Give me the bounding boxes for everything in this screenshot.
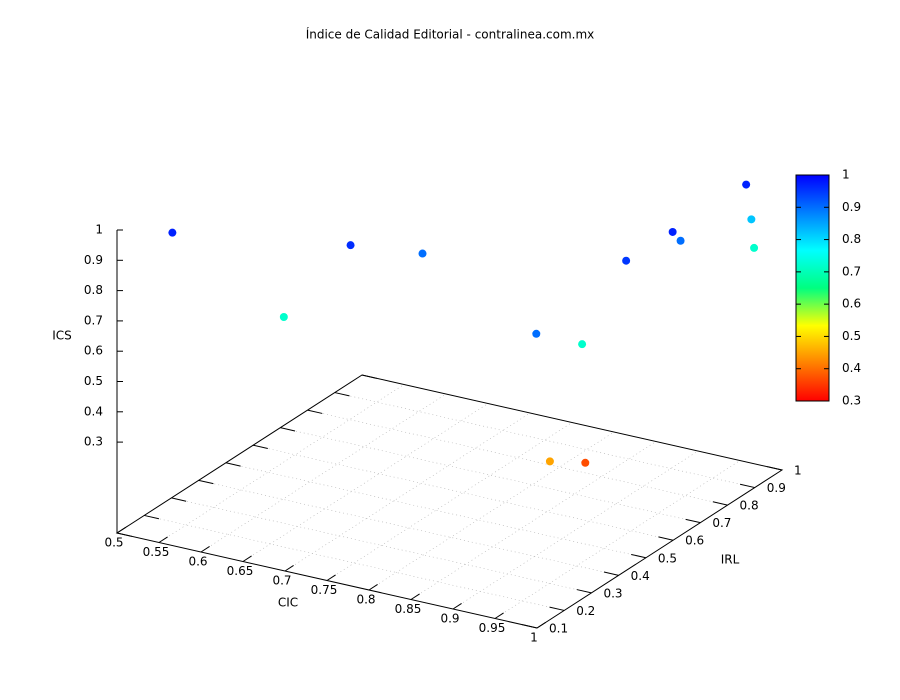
y-tick-label: 0.9 bbox=[767, 481, 786, 495]
colorbar-tick-label: 0.6 bbox=[842, 297, 861, 311]
x-tick bbox=[410, 593, 420, 600]
y-tick bbox=[658, 536, 674, 541]
point bbox=[747, 215, 756, 224]
x-tick-label: 0.9 bbox=[440, 612, 459, 626]
grid-line bbox=[334, 392, 755, 488]
y-tick bbox=[576, 589, 592, 594]
x-tick bbox=[284, 565, 294, 572]
y-tick bbox=[253, 444, 268, 450]
point bbox=[168, 228, 177, 237]
y-tick bbox=[280, 427, 296, 432]
z-tick-label: 1 bbox=[95, 223, 103, 237]
z-tick-label: 0.8 bbox=[84, 283, 103, 297]
y-tick bbox=[198, 479, 214, 485]
z-tick-label: 0.5 bbox=[84, 374, 103, 388]
point bbox=[279, 313, 288, 322]
point bbox=[346, 241, 355, 250]
x-tick-label: 0.65 bbox=[227, 564, 254, 578]
colorbar-tick-label: 0.7 bbox=[842, 264, 861, 278]
point bbox=[668, 227, 677, 236]
x-axis-title: CIC bbox=[278, 596, 298, 610]
grid-line bbox=[452, 450, 699, 610]
y-tick bbox=[144, 514, 160, 520]
x-tick-label: 0.8 bbox=[356, 593, 375, 607]
z-tick-label: 0.4 bbox=[84, 404, 103, 418]
chart-title: Índice de Calidad Editorial - contraline… bbox=[306, 27, 595, 42]
y-tick bbox=[685, 518, 701, 524]
z-tick-label: 0.9 bbox=[84, 253, 103, 267]
y-tick bbox=[225, 462, 241, 467]
grid-line bbox=[284, 412, 531, 572]
z-tick-label: 0.3 bbox=[84, 435, 103, 449]
grid-line bbox=[410, 441, 657, 600]
grid-line bbox=[307, 409, 728, 506]
x-tick-label: 0.7 bbox=[272, 574, 291, 588]
y-tick bbox=[631, 553, 646, 559]
colorbar-tick-label: 0.5 bbox=[842, 329, 861, 343]
y-axis-title: IRL bbox=[721, 553, 740, 567]
x-tick-label: 0.5 bbox=[104, 536, 123, 550]
colorbar-tick-label: 0.4 bbox=[842, 361, 861, 375]
point bbox=[676, 236, 685, 245]
point bbox=[418, 249, 427, 258]
y-tick-label: 1 bbox=[794, 464, 802, 478]
y-tick bbox=[171, 497, 187, 502]
x-tick bbox=[494, 612, 504, 619]
point bbox=[742, 180, 751, 189]
point bbox=[750, 243, 759, 252]
y-tick-label: 0.7 bbox=[712, 516, 731, 530]
y-tick bbox=[307, 409, 323, 414]
grid-line bbox=[242, 403, 489, 562]
point bbox=[578, 340, 587, 349]
colorbar-tick-label: 0.3 bbox=[842, 394, 861, 408]
grid-line bbox=[198, 480, 619, 576]
x-tick-label: 0.95 bbox=[479, 621, 506, 635]
y-tick-label: 0.1 bbox=[549, 622, 568, 636]
y-tick bbox=[739, 483, 755, 489]
grid-line bbox=[280, 427, 701, 523]
grid-line bbox=[326, 422, 573, 581]
x-tick bbox=[452, 603, 462, 610]
y-tick bbox=[603, 571, 619, 576]
x-tick bbox=[200, 546, 210, 553]
z-tick-label: 0.6 bbox=[84, 344, 103, 358]
x-tick-label: 0.75 bbox=[311, 583, 338, 597]
y-tick-label: 0.2 bbox=[576, 604, 595, 618]
y-tick-label: 0.6 bbox=[685, 534, 704, 548]
y-tick-label: 0.4 bbox=[631, 569, 650, 583]
grid-line bbox=[368, 431, 615, 591]
x-tick bbox=[158, 536, 168, 543]
y-tick bbox=[712, 501, 728, 506]
grid-line bbox=[225, 462, 646, 559]
x-tick bbox=[326, 574, 336, 581]
y-tick-label: 0.5 bbox=[658, 551, 677, 565]
x-tick bbox=[368, 584, 378, 591]
x-tick-label: 1 bbox=[530, 631, 538, 645]
colorbar bbox=[795, 174, 830, 402]
point bbox=[622, 256, 631, 265]
grid-line bbox=[494, 460, 741, 619]
grid-line bbox=[158, 384, 405, 543]
x-tick-label: 0.55 bbox=[143, 545, 170, 559]
z-tick-label: 0.7 bbox=[84, 313, 103, 327]
point bbox=[532, 329, 541, 338]
point bbox=[545, 457, 554, 466]
y-tick bbox=[549, 606, 565, 611]
y-tick-label: 0.3 bbox=[603, 586, 622, 600]
colorbar-tick-label: 0.8 bbox=[842, 232, 861, 246]
x-tick-label: 0.6 bbox=[188, 555, 207, 569]
y-tick-label: 0.8 bbox=[740, 499, 759, 513]
z-axis-title: ICS bbox=[52, 329, 72, 343]
x-tick bbox=[242, 555, 252, 562]
y-tick bbox=[334, 392, 350, 397]
point bbox=[581, 458, 590, 467]
colorbar-tick-label: 1 bbox=[842, 168, 850, 182]
grid-line bbox=[200, 393, 447, 553]
base-border bbox=[115, 374, 784, 629]
grid-line bbox=[253, 444, 674, 541]
x-tick-label: 0.85 bbox=[395, 602, 422, 616]
colorbar-tick-label: 0.9 bbox=[842, 200, 861, 214]
